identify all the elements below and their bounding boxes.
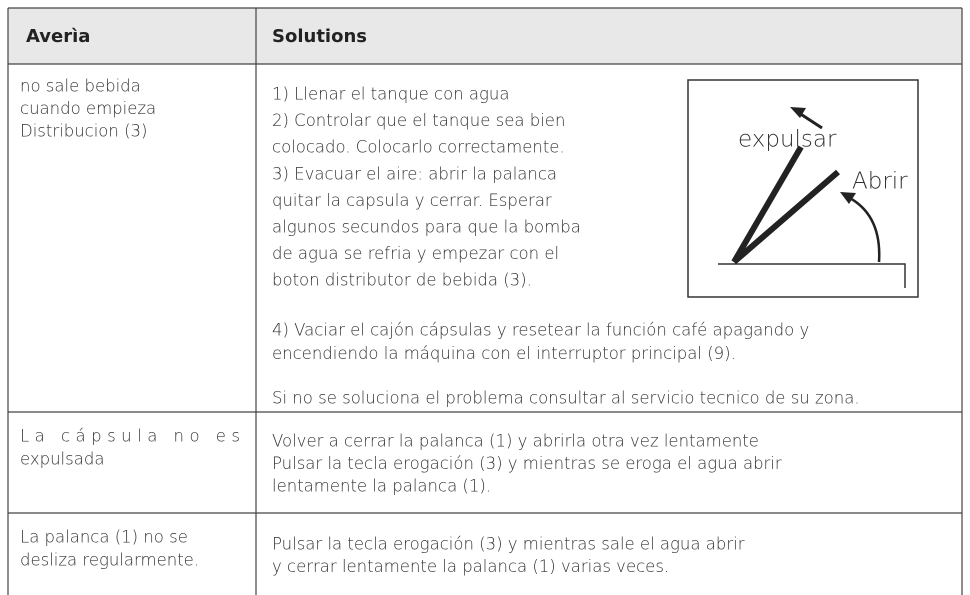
header-cell: Solutions <box>272 26 367 47</box>
solution-line: Volver a cerrar la palanca (1) y abrirla… <box>272 432 759 451</box>
solution-line: y cerrar lentamente la palanca (1) varia… <box>272 557 669 576</box>
solution-line: algunos secundos para que la bomba <box>272 218 581 237</box>
solution-line: quitar la capsula y cerrar. Esperar <box>272 191 552 210</box>
problem-line: cuando empieza <box>20 99 156 118</box>
solution-line: encendiendo la máquina con el interrupto… <box>272 344 736 363</box>
solution-line: 3) Evacuar el aire: abrir la palanca <box>272 164 557 183</box>
solution-line: 2) Controlar que el tanque sea bien <box>272 111 565 130</box>
diagram-label: expulsar <box>738 127 837 153</box>
solution-line: boton distributor de bebida (3). <box>272 271 532 290</box>
solution-line: 4) Vaciar el cajón cápsulas y resetear l… <box>272 321 809 340</box>
header-bg <box>8 8 962 64</box>
diagram: expulsar Abrir <box>687 79 919 298</box>
solution-line: lentamente la palanca (1). <box>272 477 491 496</box>
diagram-label: Abrir <box>852 169 908 195</box>
problem-line: desliza regularmente. <box>20 551 199 570</box>
problem-line: no sale bebida <box>20 77 141 96</box>
problem-line: La cápsula no es <box>20 427 240 446</box>
solution-line: 1) Llenar el tanque con agua <box>272 85 510 104</box>
header-cell: Averìa <box>26 26 90 47</box>
solution-line: de agua se refria y empezar con el <box>272 244 559 263</box>
problem-line: Distribucion (3) <box>20 122 147 141</box>
solution-line: Pulsar la tecla erogación (3) y mientras… <box>272 454 782 473</box>
problem-line: La palanca (1) no se <box>20 528 188 547</box>
problem-line: expulsada <box>20 450 104 469</box>
solution-line: Pulsar la tecla erogación (3) y mientras… <box>272 535 745 554</box>
solution-note: Si no se soluciona el problema consultar… <box>272 389 860 408</box>
solution-line: colocado. Colocarlo correctamente. <box>272 138 565 157</box>
